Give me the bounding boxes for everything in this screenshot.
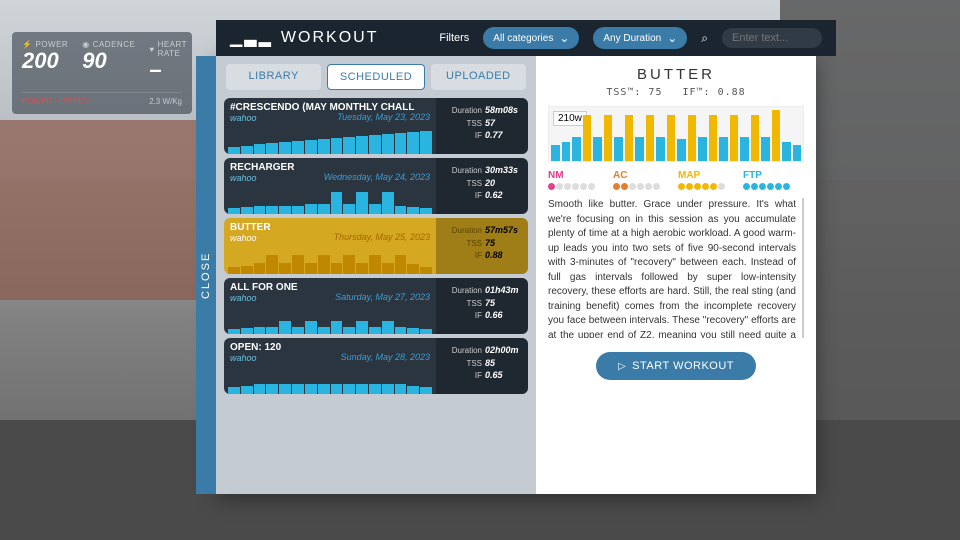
hr-label: ♥ HEART RATE	[149, 40, 187, 58]
hr-value: –	[149, 58, 187, 82]
tab-library[interactable]: LIBRARY	[226, 64, 321, 90]
workout-date: Sunday, May 28, 2023	[341, 352, 430, 362]
detail-title: BUTTER	[548, 66, 804, 83]
wkg-value: 2.3 W/Kg	[149, 97, 182, 106]
category-filter[interactable]: All categories	[483, 27, 579, 49]
duration-filter[interactable]: Any Duration	[593, 27, 687, 49]
zone-ac: AC	[613, 170, 674, 190]
tab-uploaded[interactable]: UPLOADED	[431, 64, 526, 90]
workout-card[interactable]: ALL FOR ONEwahooSaturday, May 27, 2023Du…	[224, 278, 528, 334]
panel-header: ▁▃▂WORKOUT Filters All categories Any Du…	[216, 20, 836, 56]
workout-panel: CLOSE ▁▃▂WORKOUT Filters All categories …	[216, 56, 816, 494]
chart-icon: ▁▃▂	[230, 28, 273, 48]
power-history-label: POWER HISTORY	[22, 97, 90, 106]
zone-ftp: FTP	[743, 170, 804, 190]
workout-profile: 210w	[548, 106, 804, 162]
hud-panel: ⚡ POWER 200 ◉ CADENCE 90 ♥ HEART RATE – …	[12, 32, 192, 114]
workout-card[interactable]: #CRESCENDO (MAY MONTHLY CHALLwahooTuesda…	[224, 98, 528, 154]
zone-nm: NM	[548, 170, 609, 190]
workout-date: Tuesday, May 23, 2023	[337, 112, 430, 122]
workout-date: Wednesday, May 24, 2023	[324, 172, 430, 182]
panel-title: ▁▃▂WORKOUT	[230, 28, 378, 48]
workout-card[interactable]: RECHARGERwahooWednesday, May 24, 2023Dur…	[224, 158, 528, 214]
workout-description: Smooth like butter. Grace under pressure…	[548, 198, 804, 338]
power-value: 200	[22, 49, 68, 73]
start-workout-button[interactable]: START WORKOUT	[596, 352, 756, 380]
search-icon: ⌕	[701, 31, 708, 46]
workout-card[interactable]: BUTTERwahooThursday, May 25, 2023Duratio…	[224, 218, 528, 274]
filters-label: Filters	[439, 32, 469, 44]
power-label: ⚡ POWER	[22, 40, 68, 49]
cadence-label: ◉ CADENCE	[82, 40, 135, 49]
search-input[interactable]	[722, 28, 822, 48]
workout-card[interactable]: OPEN: 120wahooSunday, May 28, 2023Durati…	[224, 338, 528, 394]
close-button[interactable]: CLOSE	[196, 56, 216, 494]
zone-map: MAP	[678, 170, 739, 190]
tab-scheduled[interactable]: SCHEDULED	[327, 64, 424, 90]
workout-date: Saturday, May 27, 2023	[335, 292, 430, 302]
workout-date: Thursday, May 25, 2023	[334, 232, 430, 242]
detail-stats: TSS™: 75IF™: 0.88	[548, 87, 804, 98]
cadence-value: 90	[82, 49, 135, 73]
